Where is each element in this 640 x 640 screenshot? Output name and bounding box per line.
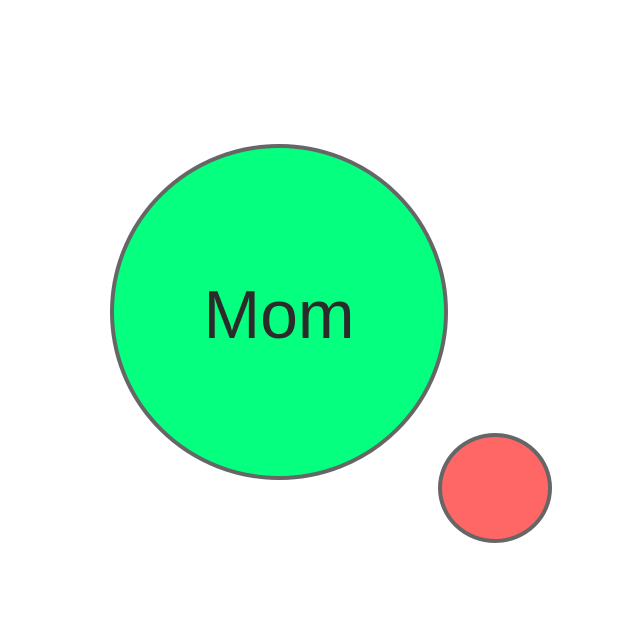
main-node-circle[interactable] <box>110 144 448 480</box>
main-node[interactable]: Mom <box>110 144 448 480</box>
main-node-label: Mom <box>203 277 354 353</box>
secondary-node-circle[interactable] <box>438 433 552 543</box>
secondary-node[interactable] <box>438 433 552 543</box>
